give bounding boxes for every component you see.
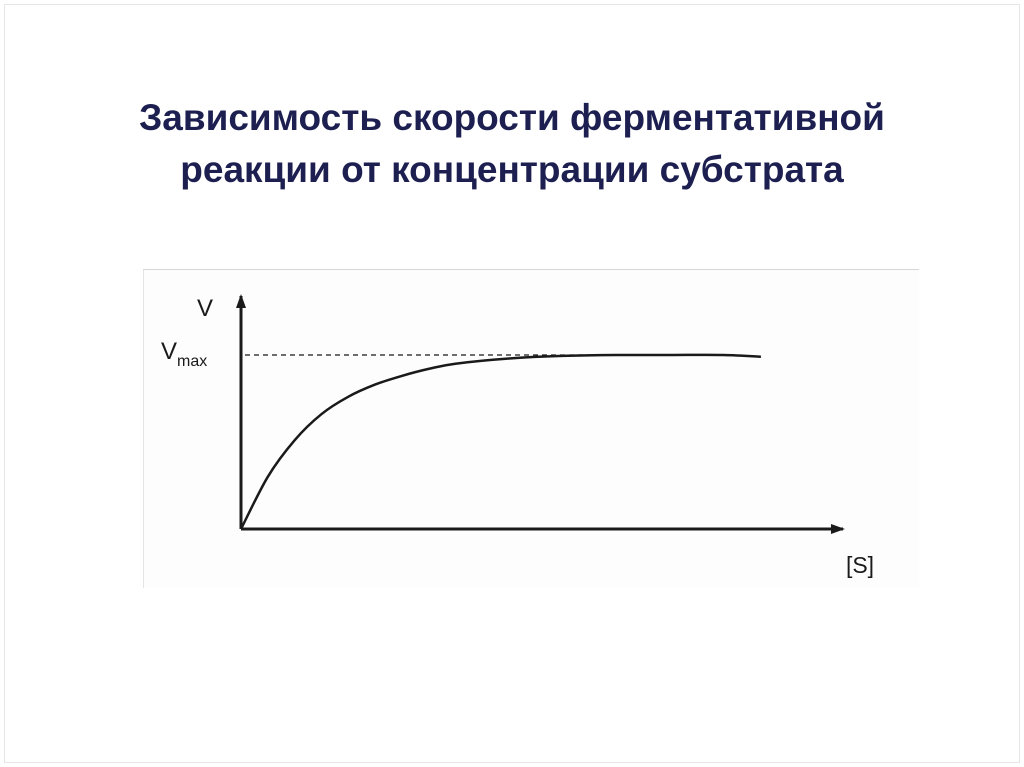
slide-title-line-1: Зависимость скорости ферментативной [139,97,885,138]
vmax-label: Vmax [161,338,207,370]
slide-title-line-2: реакции от концентрации субстрата [180,149,844,190]
slide-title: Зависимость скорости ферментативной реак… [0,92,1024,196]
slide-frame [4,4,1020,763]
vmax-label-main: V [161,338,177,365]
x-axis-label: [S] [846,552,874,578]
y-axis-label: V [197,295,213,322]
vmax-label-subscript: max [177,353,207,370]
chart-panel [143,269,919,588]
velocity-curve [239,353,761,530]
